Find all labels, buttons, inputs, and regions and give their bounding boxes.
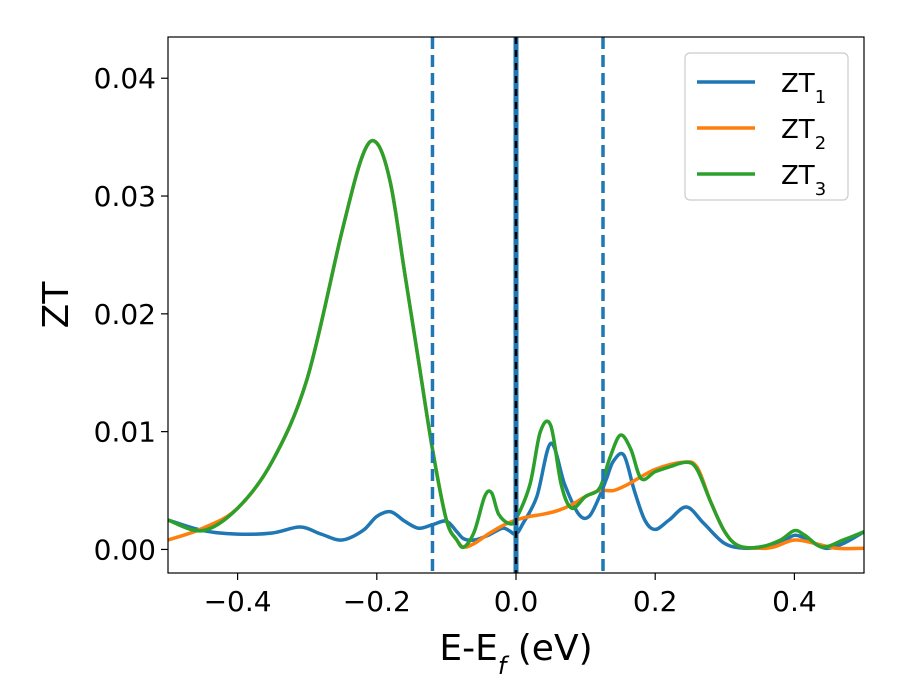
x-axis-label: E-Ef (eV) [439,628,592,680]
series-line-zt3 [168,138,864,550]
series-line-zt1 [168,441,864,551]
x-tick-label: −0.4 [204,585,272,618]
y-tick-label: 0.03 [94,180,156,213]
y-tick-label: 0.04 [94,62,156,95]
y-tick-label: 0.00 [94,533,156,566]
legend-label-zt3: ZT3 [781,161,826,200]
x-axis-label-main: E-E [439,628,497,669]
legend-label-zt2: ZT2 [781,115,826,154]
x-tick-label: 0.0 [494,585,539,618]
legend-label-zt1: ZT1 [781,69,826,108]
y-tick-label: 0.01 [94,416,156,449]
legend-box [684,52,849,201]
y-axis-label: ZT [36,281,77,329]
legend: ZT1 ZT2 ZT3 [684,52,849,201]
x-axis: −0.4 −0.2 0.0 0.2 0.4 [204,573,817,618]
x-tick-label: 0.2 [633,585,678,618]
y-axis: 0.00 0.01 0.02 0.03 0.04 [94,62,168,566]
x-tick-label: 0.4 [772,585,817,618]
vertical-lines-layer [430,37,605,573]
y-tick-label: 0.02 [94,298,156,331]
x-tick-label: −0.2 [343,585,411,618]
series-layer [168,138,864,551]
x-axis-label-unit: (eV) [506,628,592,669]
